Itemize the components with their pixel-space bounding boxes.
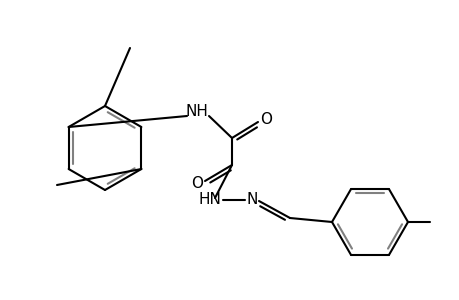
Text: NH: NH [185,104,208,119]
Text: O: O [259,112,271,128]
Text: O: O [190,176,202,190]
Text: N: N [246,193,257,208]
Text: HN: HN [198,193,221,208]
